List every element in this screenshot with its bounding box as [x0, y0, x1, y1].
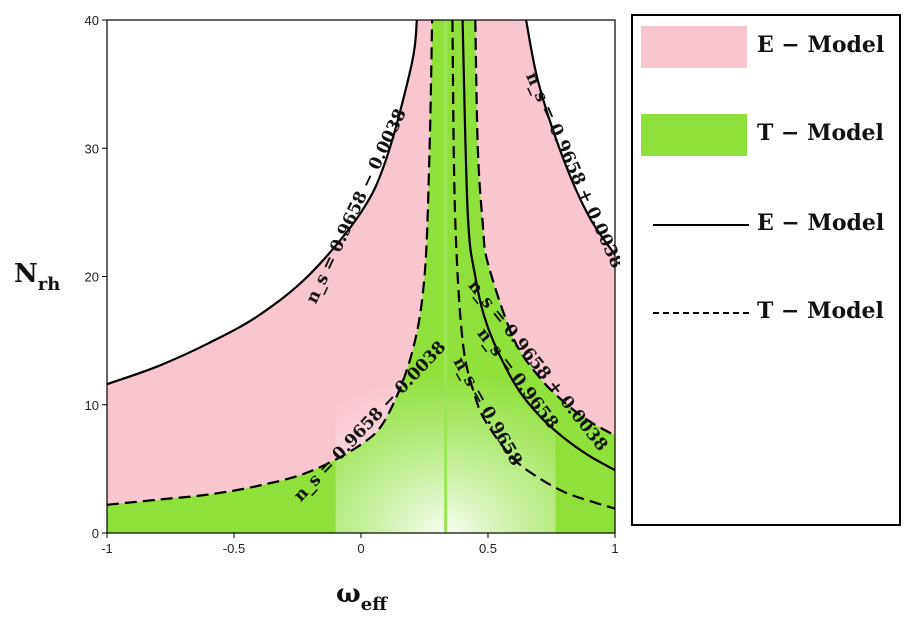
x-tick-label: 0	[357, 541, 364, 556]
legend-label: E − Model	[757, 32, 885, 58]
e-model-curve-1	[107, 20, 418, 386]
y-axis-title: Nrh	[14, 259, 60, 295]
legend-label: T − Model	[757, 298, 884, 324]
legend: E − Model T − Model E − Model T − Model	[631, 14, 901, 526]
legend-swatch-t	[641, 114, 747, 156]
y-tick-label: 30	[85, 141, 99, 156]
y-axis: 0 10 20 30 40	[85, 13, 107, 541]
t-model-curve-5	[474, 20, 615, 437]
legend-item-e-line: E − Model	[641, 204, 893, 248]
y-tick-label: 10	[85, 398, 99, 413]
legend-item-t-fill: T − Model	[641, 114, 893, 158]
curve-layer	[107, 20, 615, 510]
legend-label: E − Model	[757, 210, 885, 236]
region-fills	[107, 20, 615, 533]
legend-swatch-e	[641, 26, 747, 68]
legend-solid-line	[653, 224, 749, 226]
legend-item-e-fill: E − Model	[641, 26, 893, 70]
y-tick-label: 0	[92, 526, 99, 541]
e-model-curve-6	[525, 20, 615, 256]
legend-label: T − Model	[757, 120, 884, 146]
x-axis: -1 -0.5 0 0.5 1	[101, 533, 619, 556]
x-tick-label: -1	[101, 541, 113, 556]
x-tick-label: -0.5	[223, 541, 245, 556]
y-tick-label: 20	[85, 270, 99, 285]
t-model-curve-2	[107, 20, 434, 506]
e-model-curve-4	[461, 20, 615, 472]
x-axis-title: ωeff	[336, 579, 388, 615]
x-tick-label: 0.5	[479, 541, 497, 556]
y-tick-label: 40	[85, 13, 99, 28]
legend-dashed-line	[653, 312, 749, 314]
x-tick-label: 1	[611, 541, 618, 556]
e-model-region-right	[475, 20, 615, 436]
legend-item-t-line: T − Model	[641, 292, 893, 336]
